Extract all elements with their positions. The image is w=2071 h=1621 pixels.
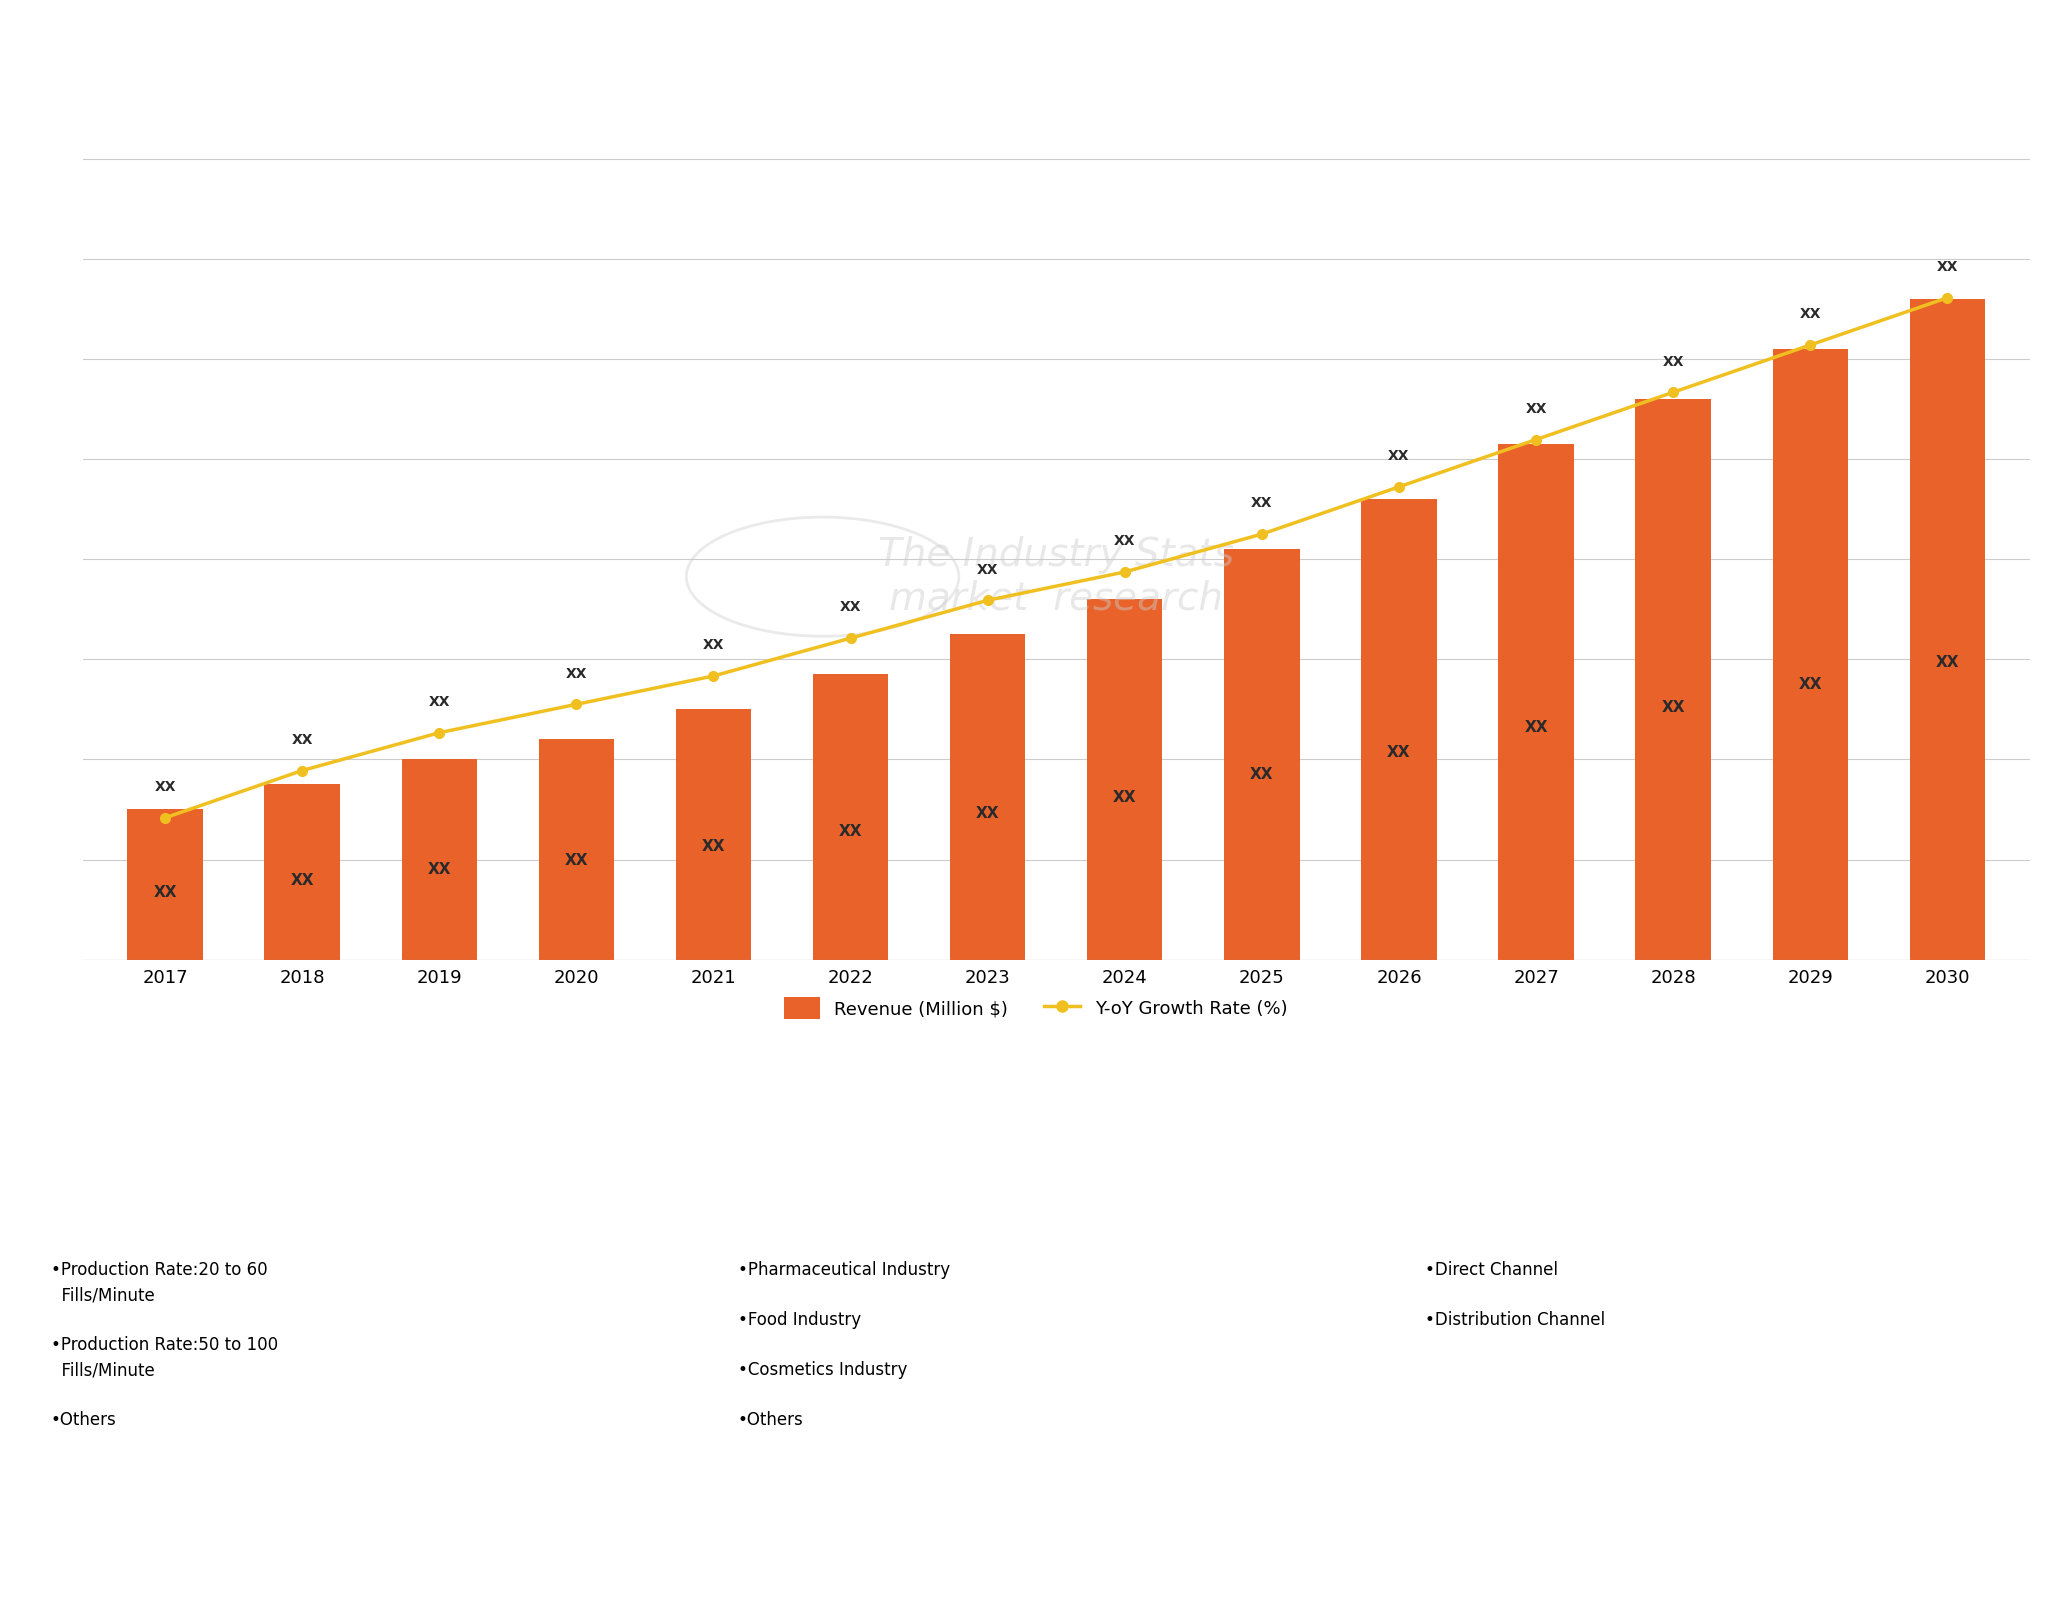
Text: The Industry Stats
market  research: The Industry Stats market research [878,535,1234,618]
Text: XX: XX [839,823,862,838]
Text: XX: XX [702,840,725,854]
Text: •Pharmaceutical Industry

•Food Industry

•Cosmetics Industry

•Others: •Pharmaceutical Industry •Food Industry … [737,1261,951,1430]
Bar [1361,499,1437,960]
Bar [538,739,615,960]
Text: Fig. Global Sterile Dry Powder Filling Machine Market Status and Outlook: Fig. Global Sterile Dry Powder Filling M… [25,41,946,62]
Text: XX: XX [1251,496,1272,511]
Bar [675,710,752,960]
Text: XX: XX [1798,678,1822,692]
Bar [265,785,340,960]
Text: Sales Channels: Sales Channels [1649,1130,1796,1148]
Bar [1909,298,1984,960]
Bar [402,759,476,960]
Text: XX: XX [290,874,315,888]
Bar [1636,399,1711,960]
Text: XX: XX [1663,355,1684,368]
Bar [128,809,203,960]
Text: Product Types: Product Types [282,1130,416,1148]
Text: XX: XX [975,806,1000,820]
Bar [951,634,1025,960]
Text: •Production Rate:20 to 60
  Fills/Minute

•Production Rate:50 to 100
  Fills/Min: •Production Rate:20 to 60 Fills/Minute •… [52,1261,278,1430]
Text: •Direct Channel

•Distribution Channel: •Direct Channel •Distribution Channel [1425,1261,1605,1329]
Bar [1224,550,1301,960]
Text: XX: XX [1936,655,1959,669]
Text: XX: XX [1388,449,1410,464]
Text: Application: Application [982,1130,1089,1148]
Legend: Revenue (Million $), Y-oY Growth Rate (%): Revenue (Million $), Y-oY Growth Rate (%… [777,990,1294,1026]
Text: XX: XX [153,885,176,900]
Text: XX: XX [1936,259,1957,274]
Text: XX: XX [565,666,588,681]
Bar [812,674,888,960]
Bar [1497,444,1574,960]
Bar [1087,600,1162,960]
Text: XX: XX [702,639,725,652]
Text: XX: XX [429,695,449,708]
Text: XX: XX [1800,308,1820,321]
Text: XX: XX [1661,700,1686,715]
Text: XX: XX [1112,789,1137,806]
Text: XX: XX [1524,402,1547,417]
Text: XX: XX [978,562,998,577]
Text: XX: XX [427,862,451,877]
Text: XX: XX [292,733,313,747]
Text: XX: XX [841,600,862,614]
Bar [1773,349,1847,960]
Text: XX: XX [1251,767,1274,783]
Text: XX: XX [155,780,176,794]
Text: XX: XX [1388,746,1410,760]
Text: XX: XX [1524,720,1547,734]
Text: XX: XX [1114,535,1135,548]
Text: XX: XX [565,853,588,867]
